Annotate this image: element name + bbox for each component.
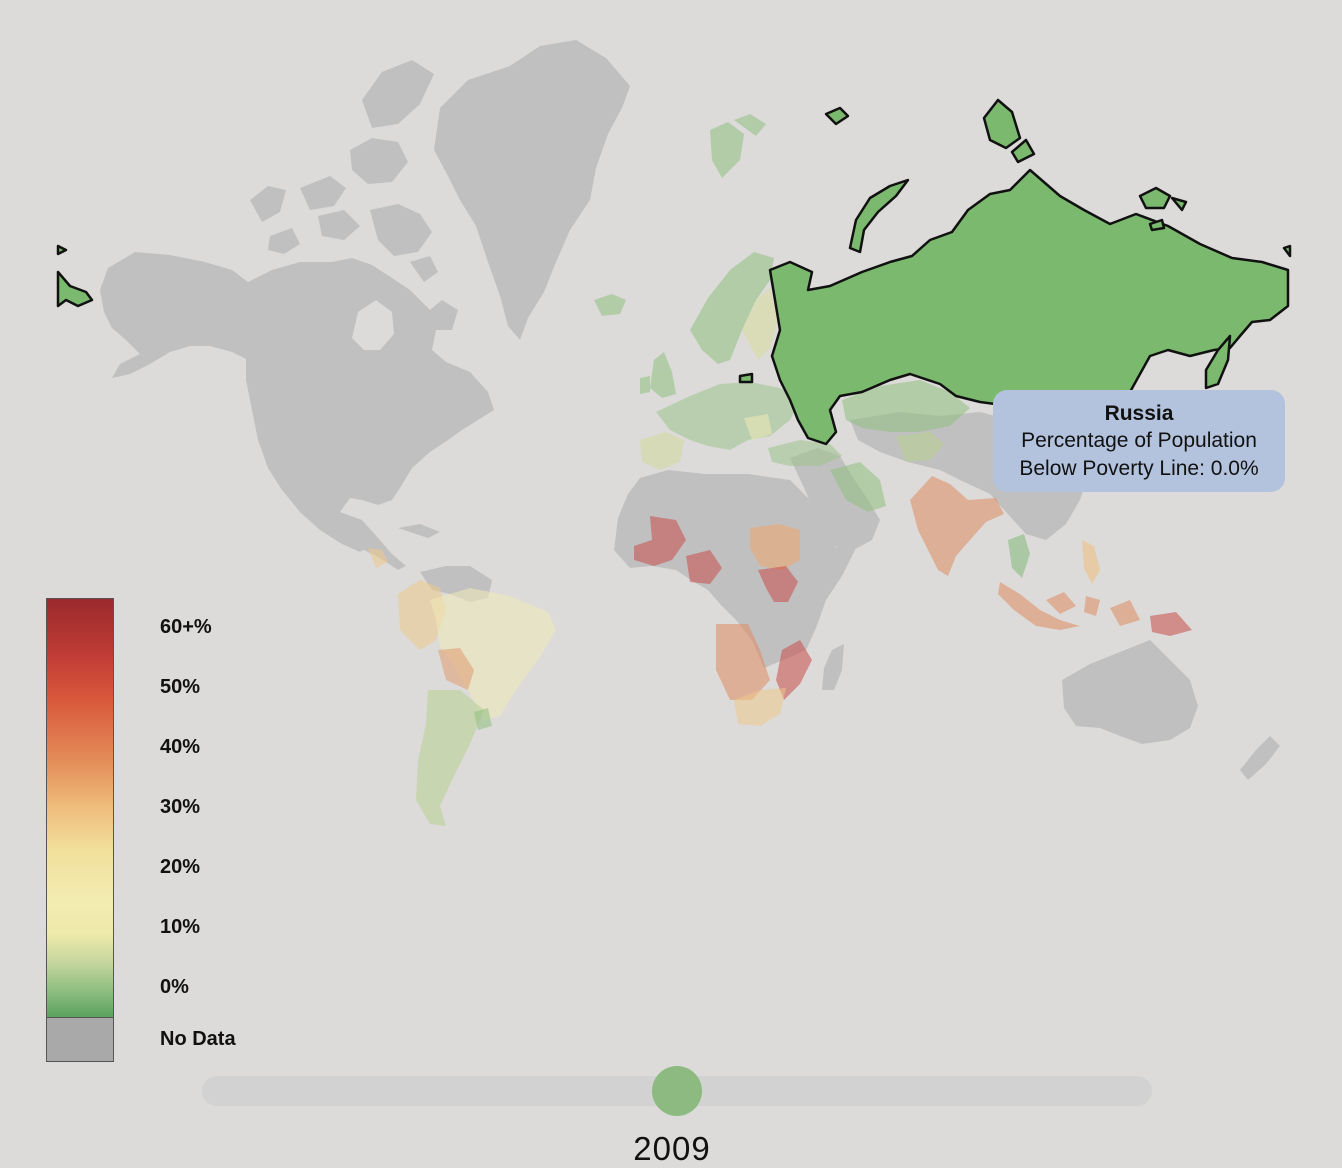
country-russia[interactable] [56,98,1292,446]
no-data-countries [100,40,1280,780]
country-australia[interactable] [1062,640,1198,744]
legend-label-50: 50% [160,676,201,698]
legend-label-60: 60+% [160,616,212,638]
country-north-america[interactable] [246,258,494,552]
country-africa-no-data[interactable] [614,470,856,668]
tooltip-line-2: Below Poverty Line: 0.0% [1019,457,1259,480]
legend-label-10: 10% [160,916,201,938]
year-slider-thumb[interactable] [652,1066,702,1116]
legend-label-0: 0% [160,976,189,998]
year-label: 2009 [633,1130,711,1167]
tooltip-country-name: Russia [1104,402,1174,425]
legend-label-30: 30% [160,796,201,818]
country-tooltip: Russia Percentage of Population Below Po… [993,390,1285,492]
color-legend: 60+% 50% 40% 30% 20% 10% 0% No Data [46,598,306,1068]
legend-label-no-data: No Data [160,1028,236,1050]
legend-gradient-bar [46,598,114,1018]
country-alaska[interactable] [100,252,248,378]
legend-no-data-swatch [46,1017,114,1062]
country-greenland[interactable] [434,40,630,340]
data-countries [368,114,1192,826]
tooltip-line-1: Percentage of Population [1021,429,1257,452]
legend-label-20: 20% [160,856,201,878]
legend-label-40: 40% [160,736,201,758]
